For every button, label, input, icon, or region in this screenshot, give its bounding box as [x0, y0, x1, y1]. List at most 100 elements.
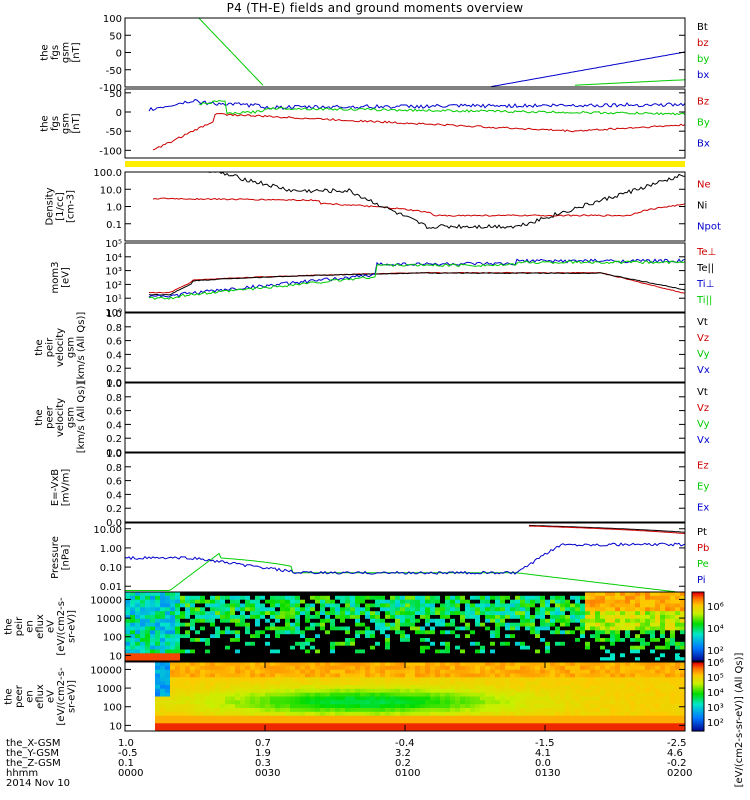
- heatmap-cell: [135, 607, 141, 612]
- heatmap-cell: [535, 692, 541, 698]
- heatmap-cell: [675, 649, 681, 654]
- heatmap-cell: [520, 704, 526, 709]
- heatmap-cell: [180, 626, 186, 631]
- y-axis-label-3: Density [1/cc] [cm-3]: [45, 187, 77, 225]
- heatmap-cell: [405, 641, 411, 647]
- heatmap-cell: [640, 634, 646, 639]
- heatmap-cell: [595, 653, 601, 658]
- heatmap-cell: [140, 618, 146, 624]
- heatmap-cell: [310, 622, 316, 628]
- heatmap-cell: [575, 704, 581, 709]
- heatmap-cell: [600, 626, 606, 631]
- heatmap-cell: [610, 696, 616, 701]
- heatmap-cell: [410, 662, 416, 667]
- heatmap-cell: [640, 657, 646, 661]
- heatmap-cell: [660, 711, 666, 717]
- heatmap-cell: [680, 669, 685, 675]
- ephemeris-value: 4.1: [535, 748, 551, 759]
- colorbar-electron-cell: [692, 667, 704, 670]
- heatmap-cell: [325, 603, 331, 608]
- heatmap-cell: [170, 681, 176, 686]
- heatmap-cell: [415, 708, 421, 713]
- heatmap-cell: [150, 645, 156, 651]
- y-tick-label: 0.8: [106, 393, 122, 404]
- heatmap-cell: [545, 704, 551, 709]
- heatmap-cell: [465, 708, 471, 713]
- heatmap-cell: [340, 653, 346, 658]
- heatmap-cell: [630, 692, 636, 698]
- heatmap-cell: [620, 715, 626, 721]
- colorbar-electron-cell: [692, 718, 704, 722]
- heatmap-cell: [310, 645, 316, 651]
- heatmap-cell: [140, 645, 146, 651]
- heatmap-cell: [530, 630, 536, 635]
- heatmap-cell: [565, 696, 571, 701]
- heatmap-cell: [445, 607, 451, 612]
- heatmap-cell: [185, 611, 191, 616]
- heatmap-cell: [300, 692, 306, 698]
- heatmap-cell: [190, 603, 196, 608]
- heatmap-cell: [455, 645, 461, 651]
- heatmap-cell: [405, 715, 411, 721]
- heatmap-cell: [665, 681, 671, 686]
- heatmap-cell: [225, 641, 231, 647]
- heatmap-cell: [640, 649, 646, 654]
- ephemeris-value: 0.2: [395, 758, 411, 769]
- heatmap-cell: [455, 688, 461, 694]
- heatmap-cell: [460, 688, 466, 694]
- heatmap-cell: [175, 618, 181, 624]
- heatmap-cell: [630, 649, 636, 654]
- heatmap-cell: [550, 696, 556, 701]
- heatmap-cell: [160, 723, 166, 728]
- heatmap-cell: [195, 662, 201, 667]
- heatmap-cell: [620, 618, 626, 624]
- heatmap-cell: [575, 645, 581, 651]
- heatmap-cell: [475, 692, 481, 698]
- heatmap-cell: [560, 607, 566, 612]
- heatmap-cell: [470, 630, 476, 635]
- heatmap-cell: [390, 700, 396, 705]
- heatmap-cell: [300, 595, 306, 601]
- heatmap-cell: [625, 696, 631, 701]
- heatmap-cell: [260, 595, 266, 601]
- y-tick-label: 1.0: [106, 309, 122, 320]
- heatmap-cell: [550, 622, 556, 628]
- heatmap-cell: [260, 630, 266, 635]
- heatmap-cell: [475, 677, 481, 682]
- heatmap-cell: [240, 657, 246, 661]
- heatmap-cell: [375, 641, 381, 647]
- heatmap-cell: [210, 727, 216, 731]
- heatmap-cell: [645, 630, 651, 635]
- heatmap-cell: [575, 641, 581, 647]
- heatmap-cell: [595, 700, 601, 705]
- heatmap-cell: [585, 599, 591, 605]
- heatmap-cell: [605, 723, 611, 728]
- heatmap-cell: [460, 673, 466, 678]
- heatmap-cell: [125, 681, 131, 686]
- heatmap-cell: [490, 615, 496, 620]
- heatmap-cell: [360, 615, 366, 620]
- heatmap-cell: [595, 638, 601, 643]
- heatmap-cell: [330, 704, 336, 709]
- heatmap-cell: [170, 723, 176, 728]
- heatmap-cell: [305, 638, 311, 643]
- heatmap-cell: [630, 704, 636, 709]
- heatmap-cell: [440, 622, 446, 628]
- heatmap-cell: [635, 700, 641, 705]
- heatmap-cell: [330, 711, 336, 717]
- heatmap-cell: [450, 599, 456, 605]
- heatmap-cell: [340, 592, 346, 597]
- heatmap-cell: [220, 669, 226, 675]
- heatmap-cell: [595, 692, 601, 698]
- heatmap-cell: [320, 665, 326, 671]
- heatmap-cell: [360, 603, 366, 608]
- heatmap-cell: [370, 688, 376, 694]
- heatmap-cell: [340, 711, 346, 717]
- heatmap-cell: [610, 677, 616, 682]
- heatmap-cell: [160, 645, 166, 651]
- heatmap-cell: [530, 615, 536, 620]
- heatmap-cell: [200, 645, 206, 651]
- heatmap-cell: [355, 673, 361, 678]
- heatmap-cell: [555, 696, 561, 701]
- heatmap-cell: [240, 669, 246, 675]
